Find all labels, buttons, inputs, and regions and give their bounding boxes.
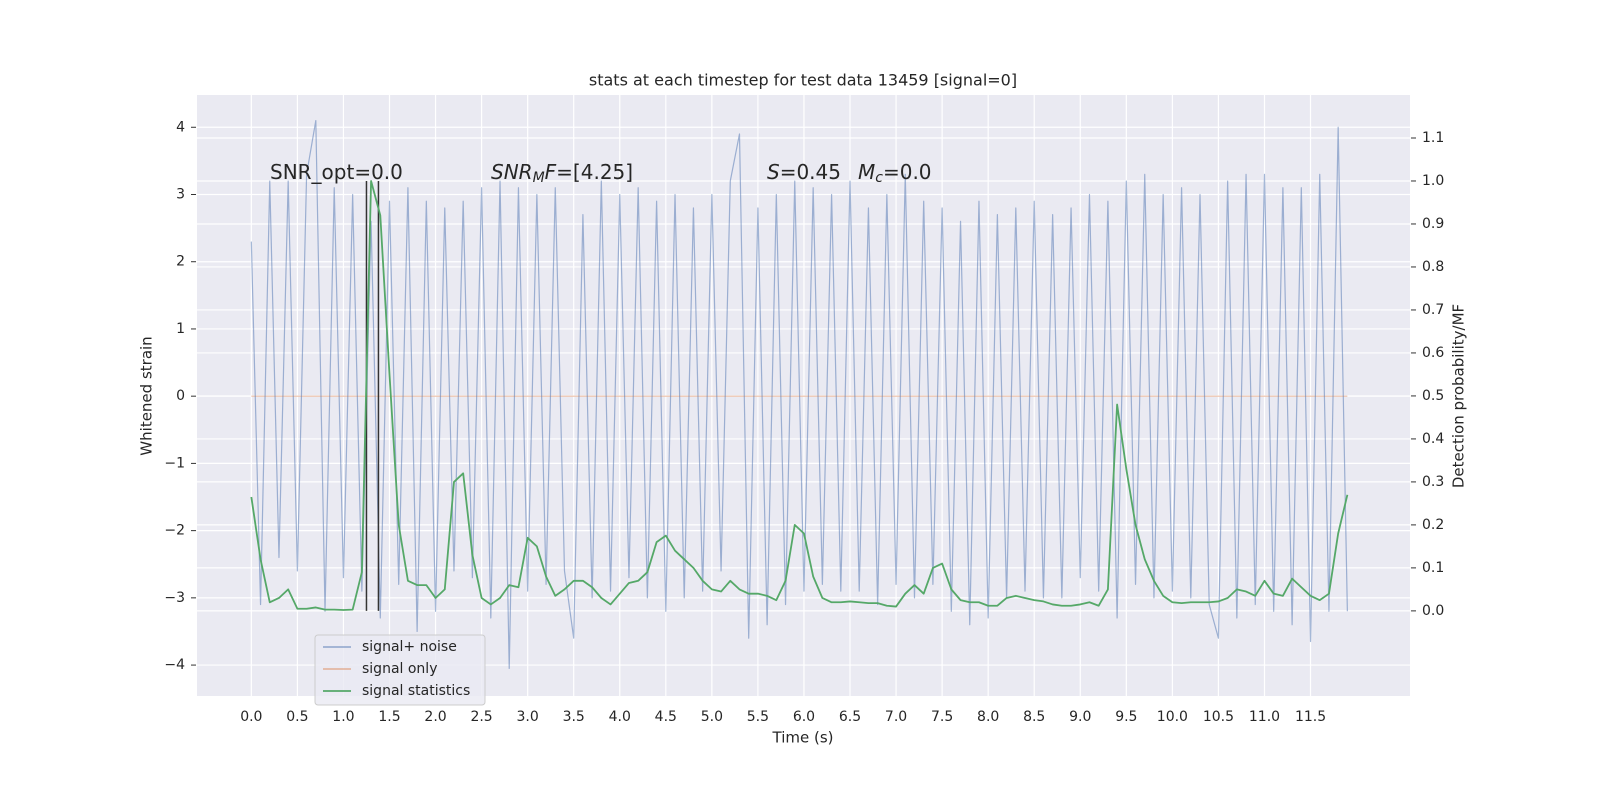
annotation-part: M <box>858 160 875 184</box>
x-axis-label: Time (s) <box>772 729 834 747</box>
y2-tick-label: 0.4 <box>1422 431 1444 447</box>
annotation-part: =0.0 <box>883 160 932 184</box>
x-tick-label: 8.5 <box>1023 709 1045 725</box>
x-tick-label: 4.5 <box>655 709 677 725</box>
annotation: SNR_opt=0.0 <box>270 160 403 184</box>
x-tick-label: 5.0 <box>701 709 723 725</box>
x-tick-label: 0.5 <box>286 709 308 725</box>
x-tick-label: 10.0 <box>1157 709 1188 725</box>
y-tick-label: 0 <box>176 388 185 404</box>
y2-tick-label: 0.0 <box>1422 603 1444 619</box>
marks <box>250 119 1349 670</box>
y2-axis-label: Detection probability/MF <box>1450 304 1468 488</box>
x-tick-label: 3.0 <box>517 709 539 725</box>
y-tick-label: 4 <box>176 119 185 135</box>
y2-tick-label: 0.1 <box>1422 560 1444 576</box>
y2-tick-label: 0.3 <box>1422 474 1444 490</box>
y-tick-label: −4 <box>164 657 185 673</box>
annotation-part: S <box>767 160 780 184</box>
x-tick-label: 10.5 <box>1203 709 1234 725</box>
y2-tick-label: 0.7 <box>1422 302 1444 318</box>
legend: signal+ noise signal only signal statistic… <box>314 634 486 706</box>
series-line <box>250 180 1349 611</box>
x-tick-label: 2.5 <box>470 709 492 725</box>
y-tick-label: 2 <box>176 254 185 270</box>
annotation-part: c <box>875 170 883 186</box>
legend-box <box>314 634 486 706</box>
annotation-part: =[4.25] <box>556 160 633 184</box>
x-tick-label: 6.0 <box>793 709 815 725</box>
legend-label: signal statistics <box>362 683 470 699</box>
legend-label: signal only <box>362 661 437 677</box>
y-tick-label: 3 <box>176 186 185 202</box>
y-tick-label: −3 <box>164 590 185 606</box>
x-tick-label: 3.5 <box>563 709 585 725</box>
annotation-part: SNR_opt=0.0 <box>270 160 403 184</box>
x-tick-label: 11.5 <box>1295 709 1326 725</box>
x-tick-label: 8.0 <box>977 709 999 725</box>
chart-title: stats at each timestep for test data 134… <box>589 71 1017 90</box>
annotation-part: M <box>533 170 545 186</box>
legend-label: signal+ noise <box>362 639 457 655</box>
y2-tick-label: 0.6 <box>1422 345 1444 361</box>
x-tick-label: 7.0 <box>885 709 907 725</box>
annotation-part: F <box>545 160 557 184</box>
annotation-part: SNR <box>491 160 533 184</box>
y2-tick-label: 0.2 <box>1422 517 1444 533</box>
annotation-part: =0.45 <box>780 160 841 184</box>
x-tick-label: 4.0 <box>609 709 631 725</box>
y-tick-label: −2 <box>164 523 185 539</box>
x-tick-label: 1.5 <box>378 709 400 725</box>
y2-tick-label: 1.1 <box>1422 130 1444 146</box>
y2-tick-label: 1.0 <box>1422 173 1444 189</box>
x-tick-label: 2.0 <box>424 709 446 725</box>
x-tick-label: 5.5 <box>747 709 769 725</box>
y-tick-label: −1 <box>164 455 185 471</box>
y2-tick-label: 0.8 <box>1422 259 1444 275</box>
x-tick-label: 11.0 <box>1249 709 1280 725</box>
annotation: SNRMF=[4.25] <box>491 160 633 187</box>
x-tick-label: 9.0 <box>1069 709 1091 725</box>
y2-tick-label: 0.5 <box>1422 388 1444 404</box>
x-tick-label: 7.5 <box>931 709 953 725</box>
x-tick-label: 1.0 <box>332 709 354 725</box>
y-tick-label: 1 <box>176 321 185 337</box>
y-axis-label: Whitened strain <box>138 336 156 455</box>
x-tick-label: 9.5 <box>1115 709 1137 725</box>
x-tick-label: 6.5 <box>839 709 861 725</box>
x-tick-label: 0.0 <box>240 709 262 725</box>
series-line <box>250 119 1348 670</box>
annotation: Mc=0.0 <box>858 160 932 187</box>
annotation: S=0.45 <box>767 160 841 184</box>
y2-tick-label: 0.9 <box>1422 216 1444 232</box>
